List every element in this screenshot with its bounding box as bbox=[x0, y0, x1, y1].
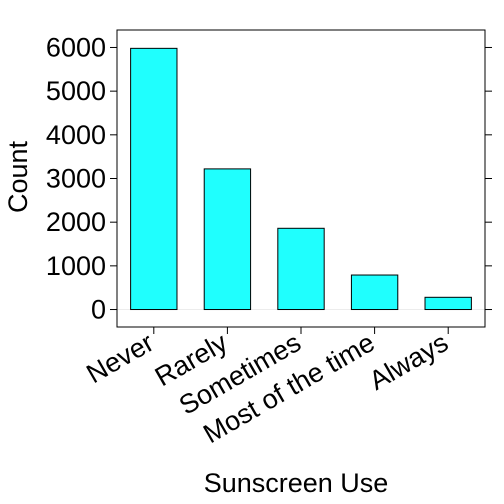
bar-4 bbox=[424, 296, 472, 311]
x-axis-title: Sunscreen Use bbox=[204, 468, 389, 498]
y-tick-label-3: 3000 bbox=[46, 164, 106, 194]
bar-1 bbox=[203, 168, 252, 311]
bar-0 bbox=[130, 47, 178, 311]
bar-3 bbox=[350, 274, 399, 311]
bars-group bbox=[130, 47, 472, 311]
y-tick-label-1: 1000 bbox=[46, 251, 106, 281]
y-tick-label-4: 4000 bbox=[46, 120, 106, 150]
y-tick-label-2: 2000 bbox=[46, 207, 106, 237]
y-axis-title: Count bbox=[3, 140, 33, 213]
y-axis: 0 1000 2000 3000 4000 5000 6000 bbox=[46, 32, 492, 325]
y-tick-label-6: 6000 bbox=[46, 32, 106, 62]
bar-2 bbox=[277, 227, 325, 311]
y-tick-label-0: 0 bbox=[91, 295, 106, 325]
x-tick-label-4: Always bbox=[364, 327, 453, 396]
y-tick-label-5: 5000 bbox=[46, 76, 106, 106]
x-tick-label-0: Never bbox=[81, 327, 158, 389]
